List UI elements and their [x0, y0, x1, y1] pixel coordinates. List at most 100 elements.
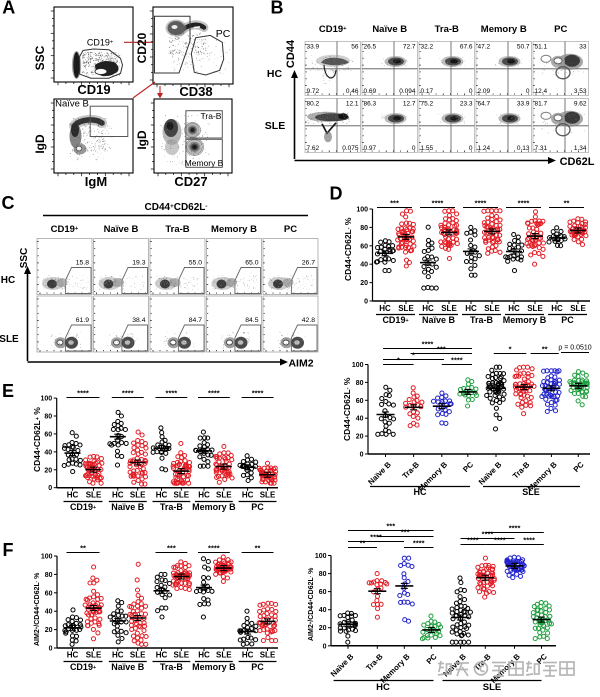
svg-text:60: 60 — [360, 243, 368, 250]
svg-text:80: 80 — [360, 225, 368, 232]
svg-text:1.55: 1.55 — [421, 145, 434, 152]
svg-text:47.2: 47.2 — [478, 44, 491, 51]
svg-text:32.2: 32.2 — [421, 44, 434, 51]
svg-text:60: 60 — [356, 398, 364, 405]
svg-text:0.17: 0.17 — [421, 88, 434, 95]
svg-text:81.7: 81.7 — [535, 101, 548, 108]
svg-text:PC: PC — [251, 662, 264, 672]
svg-text:**: ** — [255, 544, 261, 553]
svg-text:9.62: 9.62 — [574, 101, 587, 108]
svg-text:****: **** — [451, 356, 463, 365]
svg-text:CD19+: CD19+ — [51, 224, 79, 235]
svg-text:0.075: 0.075 — [342, 145, 359, 152]
svg-text:51.1: 51.1 — [535, 44, 548, 51]
svg-text:40: 40 — [356, 416, 364, 423]
svg-text:40: 40 — [45, 609, 53, 616]
svg-text:AIM2+/CD44+CD62L- %: AIM2+/CD44+CD62L- % — [308, 567, 315, 641]
svg-text:100: 100 — [41, 554, 53, 561]
svg-text:***: *** — [390, 199, 399, 208]
svg-text:HC: HC — [198, 491, 210, 500]
svg-text:****: **** — [122, 389, 134, 398]
svg-text:33.9: 33.9 — [517, 101, 530, 108]
svg-text:****: **** — [413, 539, 425, 548]
svg-text:****: **** — [518, 199, 530, 208]
svg-text:0.69: 0.69 — [364, 88, 377, 95]
svg-text:CD44+CD62L- %: CD44+CD62L- % — [343, 217, 353, 281]
svg-text:60: 60 — [45, 590, 53, 597]
svg-text:84.5: 84.5 — [245, 317, 258, 324]
svg-text:****: **** — [77, 389, 89, 398]
svg-text:HC: HC — [198, 651, 210, 660]
svg-text:PC: PC — [216, 28, 231, 40]
svg-text:CD44: CD44 — [285, 39, 297, 68]
svg-text:**: ** — [564, 199, 570, 208]
svg-text:HC: HC — [414, 487, 427, 497]
svg-text:HC: HC — [67, 491, 79, 500]
svg-text:HC: HC — [1, 275, 15, 286]
svg-text:0: 0 — [412, 145, 416, 152]
svg-text:38.4: 38.4 — [132, 317, 145, 324]
svg-text:67.6: 67.6 — [460, 44, 473, 51]
svg-text:20: 20 — [319, 625, 327, 632]
svg-text:55.0: 55.0 — [189, 260, 202, 267]
svg-text:*: * — [412, 351, 415, 360]
svg-text:40: 40 — [319, 607, 327, 614]
svg-text:Naïve B: Naïve B — [372, 24, 407, 35]
svg-text:HC: HC — [156, 491, 168, 500]
svg-text:CD19+: CD19+ — [87, 38, 113, 48]
svg-text:**: ** — [360, 539, 366, 548]
svg-text:80: 80 — [356, 380, 364, 387]
svg-text:CD20: CD20 — [135, 32, 149, 63]
svg-text:60: 60 — [44, 431, 52, 438]
svg-text:0.97: 0.97 — [364, 145, 377, 152]
svg-text:PC: PC — [561, 315, 574, 325]
svg-text:Memory B: Memory B — [481, 24, 527, 35]
svg-text:3.53: 3.53 — [574, 88, 587, 95]
svg-text:100: 100 — [41, 396, 53, 403]
svg-text:40: 40 — [44, 449, 52, 456]
svg-text:SLE: SLE — [216, 491, 232, 500]
svg-text:***: *** — [167, 544, 176, 553]
svg-text:****: **** — [208, 544, 220, 553]
svg-text:***: *** — [401, 528, 410, 537]
svg-text:12.1: 12.1 — [346, 101, 359, 108]
svg-text:HC: HC — [112, 651, 124, 660]
svg-text:61.9: 61.9 — [76, 317, 89, 324]
svg-text:23.3: 23.3 — [460, 101, 473, 108]
svg-text:0: 0 — [469, 145, 473, 152]
svg-text:7.62: 7.62 — [307, 145, 320, 152]
svg-text:HC: HC — [551, 304, 563, 313]
svg-text:0: 0 — [360, 452, 364, 459]
svg-text:IgM: IgM — [85, 174, 107, 189]
svg-text:Tra-B: Tra-B — [160, 502, 184, 512]
svg-text:SLE: SLE — [260, 491, 276, 500]
svg-text:SLE: SLE — [174, 491, 190, 500]
svg-text:HC: HC — [67, 651, 79, 660]
svg-text:80: 80 — [44, 414, 52, 421]
svg-text:*: * — [509, 345, 512, 354]
svg-text:0: 0 — [323, 643, 327, 650]
svg-text:20: 20 — [44, 467, 52, 474]
svg-text:0.13: 0.13 — [517, 145, 530, 152]
svg-text:SLE: SLE — [0, 334, 19, 345]
svg-text:20: 20 — [45, 627, 53, 634]
svg-text:B: B — [271, 0, 284, 18]
svg-text:80: 80 — [45, 572, 53, 579]
svg-text:****: **** — [475, 199, 487, 208]
svg-text:19.3: 19.3 — [132, 260, 145, 267]
svg-text:72.7: 72.7 — [403, 44, 416, 51]
svg-text:CD44+CD62L- %: CD44+CD62L- % — [342, 377, 352, 441]
svg-text:56: 56 — [351, 44, 359, 51]
svg-text:50.7: 50.7 — [517, 44, 530, 51]
svg-text:SLE: SLE — [398, 304, 414, 313]
svg-text:80.2: 80.2 — [307, 101, 320, 108]
svg-text:0: 0 — [526, 88, 530, 95]
svg-text:HC: HC — [242, 651, 254, 660]
svg-text:Memory B: Memory B — [211, 224, 257, 235]
svg-text:84.7: 84.7 — [189, 317, 202, 324]
svg-text:****: **** — [370, 533, 382, 542]
svg-text:C: C — [2, 193, 15, 213]
svg-text:****: **** — [467, 536, 479, 545]
svg-text:64.7: 64.7 — [478, 101, 491, 108]
svg-text:Memory B: Memory B — [192, 502, 236, 512]
